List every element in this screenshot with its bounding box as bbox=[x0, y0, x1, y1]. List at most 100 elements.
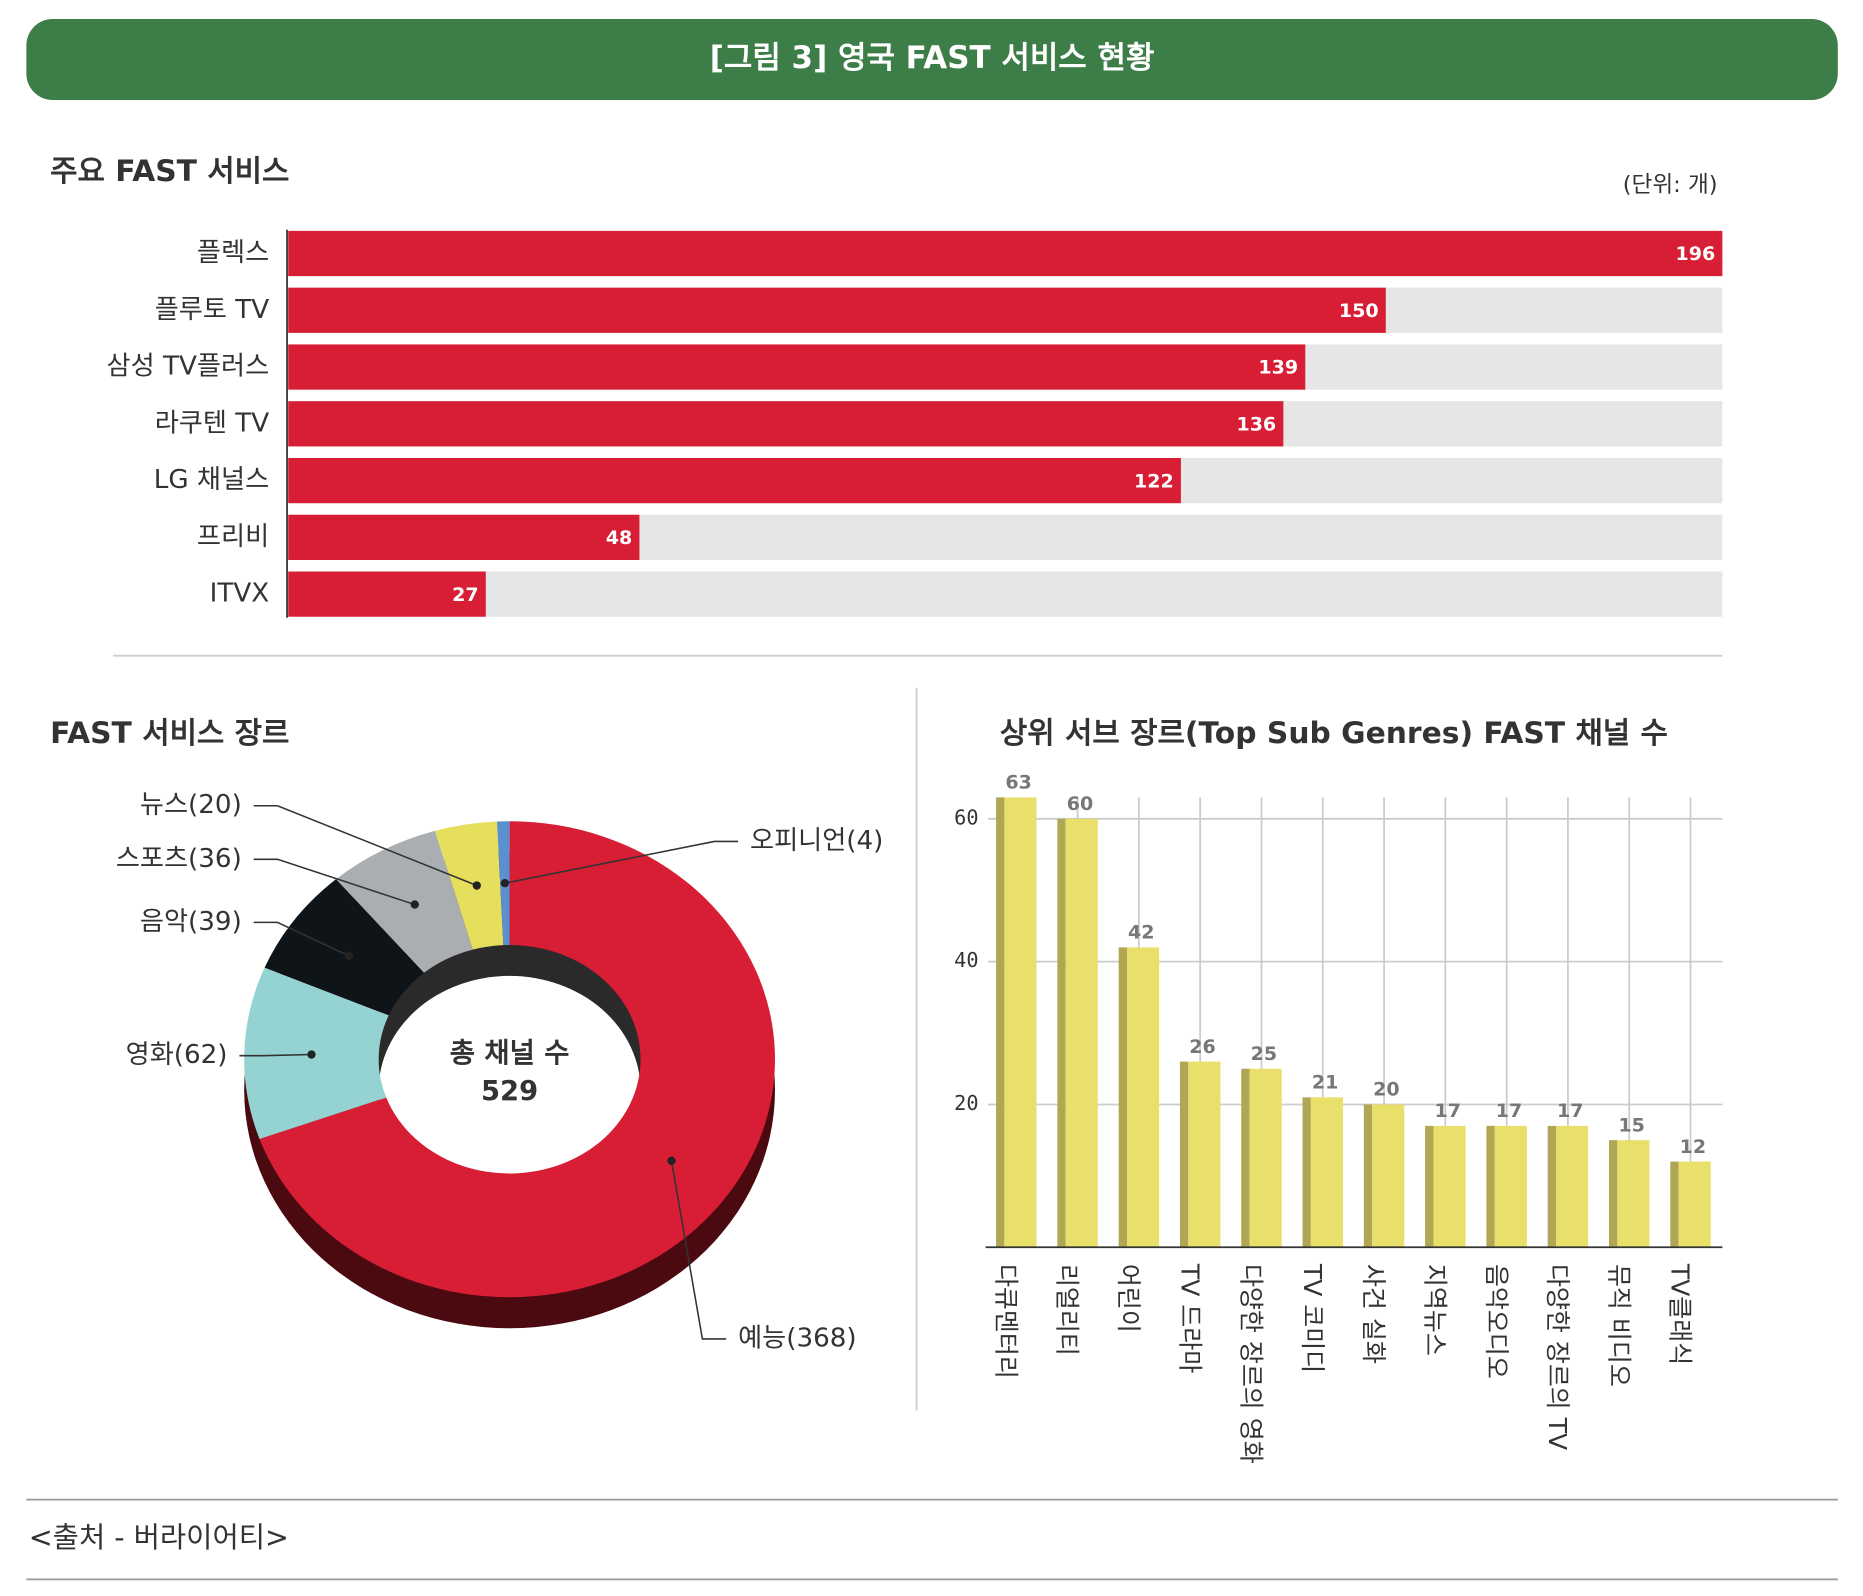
donut-hole bbox=[378, 975, 641, 1205]
slice-label: 스포츠(36) bbox=[116, 844, 242, 874]
x-tick-label: 어린이 bbox=[1114, 1264, 1143, 1333]
leader-dot bbox=[344, 951, 354, 961]
bar-side bbox=[1547, 1125, 1557, 1248]
center-label: 총 채널 수 bbox=[450, 1038, 570, 1069]
bar-track bbox=[288, 571, 1723, 617]
value-label: 136 bbox=[1236, 414, 1276, 436]
bar-side bbox=[1241, 1068, 1250, 1248]
value-label: 15 bbox=[1618, 1114, 1644, 1136]
x-tick-label: 음악오디오 bbox=[1482, 1264, 1511, 1379]
slice-label: 음악(39) bbox=[140, 907, 242, 937]
header-bar bbox=[26, 19, 1838, 100]
bar bbox=[288, 230, 1723, 277]
value-label: 122 bbox=[1134, 470, 1174, 492]
category-label: 삼성 TV플러스 bbox=[107, 352, 270, 382]
bar-side bbox=[1057, 818, 1066, 1248]
value-label: 17 bbox=[1496, 1100, 1522, 1122]
bar-side bbox=[1179, 1061, 1189, 1248]
center-total: 529 bbox=[481, 1076, 538, 1107]
value-label: 60 bbox=[1067, 793, 1093, 815]
y-tick-label: 60 bbox=[954, 805, 978, 829]
value-label: 139 bbox=[1258, 357, 1298, 379]
slice-label: 오피니언(4) bbox=[750, 826, 883, 856]
bar bbox=[1617, 1140, 1650, 1248]
bar bbox=[288, 401, 1284, 447]
figure-title: [그림 3] 영국 FAST 서비스 현황 bbox=[710, 40, 1155, 76]
leader-line bbox=[670, 1160, 727, 1340]
value-label: 196 bbox=[1675, 243, 1715, 265]
bar bbox=[1556, 1125, 1589, 1248]
bar bbox=[1494, 1125, 1527, 1248]
chart-title: FAST 서비스 장르 bbox=[50, 716, 289, 751]
category-label: 플렉스 bbox=[197, 238, 269, 268]
bar bbox=[1310, 1097, 1343, 1248]
bar-side bbox=[1425, 1125, 1434, 1248]
bar-side bbox=[1302, 1097, 1311, 1248]
x-tick-label: TV 코미디 bbox=[1298, 1263, 1327, 1373]
bar bbox=[1249, 1068, 1282, 1248]
leader-line bbox=[253, 858, 416, 906]
value-label: 17 bbox=[1557, 1100, 1583, 1122]
bar-side bbox=[1118, 947, 1127, 1248]
donut-slice bbox=[244, 967, 389, 1139]
bar bbox=[1433, 1125, 1466, 1248]
bar bbox=[288, 571, 486, 617]
bar bbox=[1065, 818, 1098, 1248]
x-tick-label: 리얼리티 bbox=[1053, 1264, 1082, 1356]
leader-line bbox=[239, 1053, 312, 1057]
category-label: 프리비 bbox=[197, 522, 269, 552]
category-label: 라쿠텐 TV bbox=[155, 408, 270, 438]
bar bbox=[1126, 947, 1160, 1248]
bar bbox=[288, 514, 640, 560]
leader-dot bbox=[307, 1050, 316, 1059]
leader-line bbox=[504, 840, 739, 884]
leader-dot bbox=[500, 878, 510, 888]
leader-line bbox=[253, 921, 350, 957]
bar bbox=[288, 344, 1306, 390]
y-tick-label: 40 bbox=[954, 948, 978, 972]
value-label: 27 bbox=[452, 584, 478, 606]
bar-side bbox=[1486, 1125, 1495, 1248]
bar-side bbox=[1363, 1104, 1373, 1248]
value-label: 17 bbox=[1434, 1100, 1460, 1122]
bar bbox=[1372, 1104, 1405, 1248]
donut-slice bbox=[264, 879, 424, 1016]
value-label: 42 bbox=[1128, 922, 1154, 944]
value-label: 25 bbox=[1251, 1043, 1277, 1065]
x-tick-label: 뮤직 비디오 bbox=[1604, 1264, 1633, 1387]
value-label: 12 bbox=[1680, 1136, 1706, 1158]
donut-slice bbox=[434, 821, 504, 950]
value-label: 20 bbox=[1373, 1079, 1399, 1101]
category-label: 플루토 TV bbox=[155, 295, 270, 325]
leader-line bbox=[253, 804, 478, 887]
unit-label: (단위: 개) bbox=[1623, 172, 1718, 198]
value-label: 150 bbox=[1339, 300, 1379, 322]
value-label: 48 bbox=[606, 527, 632, 549]
x-tick-label: TV클래식 bbox=[1666, 1263, 1695, 1365]
bar bbox=[288, 287, 1386, 333]
bar bbox=[1188, 1061, 1221, 1248]
bar-side bbox=[996, 797, 1005, 1248]
category-label: LG 채널스 bbox=[154, 465, 269, 495]
slice-label: 영화(62) bbox=[126, 1040, 228, 1070]
leader-dot bbox=[472, 881, 481, 890]
x-tick-label: 지역뉴스 bbox=[1420, 1264, 1449, 1356]
slice-label: 예능(368) bbox=[738, 1323, 857, 1353]
slice-label: 뉴스(20) bbox=[140, 790, 242, 820]
bar-side bbox=[1608, 1140, 1618, 1248]
chart-title: 상위 서브 장르(Top Sub Genres) FAST 채널 수 bbox=[1000, 716, 1668, 751]
leader-dot bbox=[410, 900, 419, 909]
x-tick-label: 다양한 장르의 TV bbox=[1543, 1264, 1572, 1450]
leader-dot bbox=[667, 1156, 676, 1165]
category-label: ITVX bbox=[210, 579, 270, 609]
x-tick-label: TV 드라마 bbox=[1175, 1263, 1204, 1373]
donut-slice bbox=[259, 821, 775, 1298]
bar bbox=[1004, 797, 1037, 1248]
x-tick-label: 다양한 장르의 영화 bbox=[1237, 1264, 1266, 1464]
bar bbox=[1678, 1161, 1711, 1248]
bar bbox=[288, 457, 1181, 504]
value-label: 21 bbox=[1312, 1072, 1338, 1094]
value-label: 63 bbox=[1005, 772, 1031, 794]
chart-title: 주요 FAST 서비스 bbox=[50, 154, 289, 189]
